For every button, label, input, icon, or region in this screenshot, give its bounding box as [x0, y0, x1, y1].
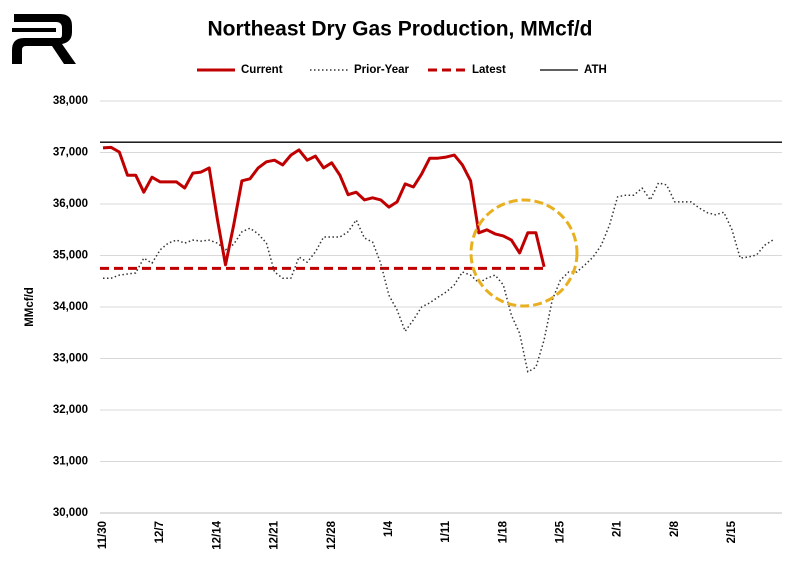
x-tick-label: 12/14	[211, 520, 223, 549]
x-tick-label: 2/8	[669, 520, 681, 537]
data-line	[103, 182, 774, 373]
x-tick-label: 11/30	[97, 521, 109, 549]
y-tick-label: 38,000	[53, 95, 88, 107]
legend-label: Current	[241, 64, 283, 76]
y-tick-label: 36,000	[53, 198, 88, 210]
chart-title: Northeast Dry Gas Production, MMcf/d	[207, 18, 592, 41]
logo	[12, 14, 76, 64]
y-axis-label: MMcf/d	[24, 287, 36, 327]
x-tick-label: 1/25	[554, 520, 566, 543]
y-tick-label: 33,000	[53, 353, 88, 365]
y-tick-label: 35,000	[53, 250, 88, 262]
legend-label: Prior-Year	[354, 64, 409, 76]
x-tick-label: 1/18	[497, 520, 509, 543]
y-tick-label: 31,000	[53, 456, 88, 468]
x-tick-label: 1/4	[383, 520, 395, 537]
y-tick-label: 32,000	[53, 404, 88, 416]
legend-label: ATH	[584, 64, 607, 76]
x-tick-label: 12/21	[269, 520, 281, 549]
x-tick-label: 12/7	[154, 521, 166, 543]
y-tick-label: 30,000	[53, 507, 88, 519]
data-line	[102, 145, 546, 268]
x-tick-label: 12/28	[326, 520, 338, 549]
legend-label: Latest	[472, 64, 506, 76]
y-tick-label: 37,000	[53, 147, 88, 159]
y-tick-label: 34,000	[53, 301, 88, 313]
highlight-circle	[469, 198, 579, 308]
x-tick-label: 2/15	[726, 520, 738, 543]
x-tick-label: 1/11	[440, 520, 452, 542]
x-tick-label: 2/1	[612, 520, 624, 537]
